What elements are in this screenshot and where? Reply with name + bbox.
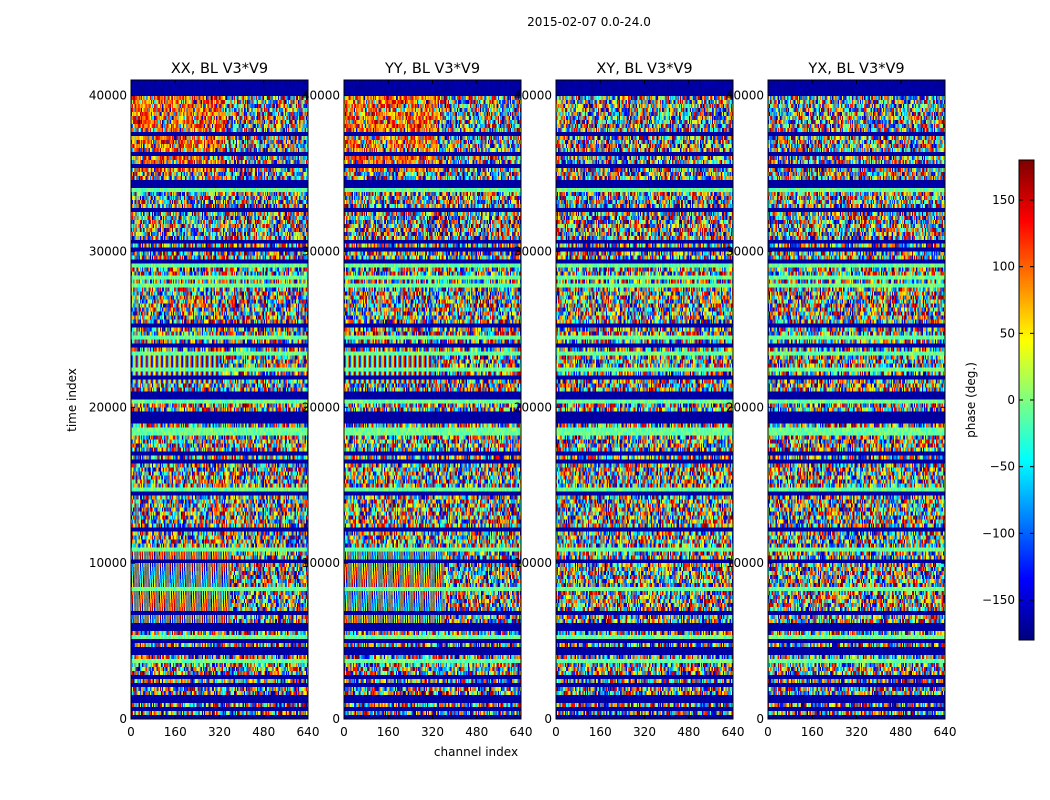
panel-title: YY, BL V3*V9	[384, 61, 480, 77]
y-tick-label: 0	[544, 712, 552, 726]
x-tick-label: 160	[801, 725, 824, 739]
y-tick-label: 20000	[514, 400, 552, 414]
panel-2: YY, BL V3*V9 0 160 320 480 640 0 10000 20000 3000…	[302, 61, 533, 739]
x-tick-label: 640	[722, 725, 745, 739]
y-tick-label: 10000	[514, 556, 552, 570]
x-tick-label: 0	[764, 725, 772, 739]
heatmap-image-2	[344, 80, 521, 719]
y-tick-label: 10000	[726, 556, 764, 570]
x-tick-label: 0	[552, 725, 560, 739]
x-tick-label: 320	[208, 725, 231, 739]
x-tick-label: 640	[297, 725, 320, 739]
x-tick-label: 640	[934, 725, 957, 739]
panel-title: XX, BL V3*V9	[171, 61, 268, 77]
y-tick-label: 30000	[726, 244, 764, 258]
x-tick-label: 640	[510, 725, 533, 739]
x-tick-label: 320	[845, 725, 868, 739]
y-axis-label: time index	[65, 368, 79, 432]
y-tick-label: 0	[332, 712, 340, 726]
y-tick-label: 10000	[302, 556, 340, 570]
panels-group: XX, BL V3*V9 0 160 320 480 640 0 10000 20000 3000…	[89, 61, 957, 739]
y-tick-label: 40000	[89, 89, 127, 103]
y-tick-label: 20000	[726, 400, 764, 414]
y-tick-label: 30000	[302, 244, 340, 258]
panel-3: XY, BL V3*V9 0 160 320 480 640 0 10000 20000 3000…	[514, 61, 745, 739]
figure-suptitle: 2015-02-07 0.0-24.0	[527, 15, 651, 29]
x-tick-label: 480	[252, 725, 275, 739]
heatmap-image-3	[556, 80, 733, 719]
colorbar-tick-label: 150	[992, 193, 1015, 207]
colorbar-tick-label: −100	[982, 526, 1015, 540]
heatmap-image-1	[131, 80, 308, 719]
colorbar-tick-label: 0	[1007, 393, 1015, 407]
x-tick-label: 160	[164, 725, 187, 739]
colorbar-label: phase (deg.)	[964, 362, 978, 438]
y-tick-label: 30000	[89, 244, 127, 258]
x-tick-label: 160	[589, 725, 612, 739]
panel-1: XX, BL V3*V9 0 160 320 480 640 0 10000 20000 3000…	[89, 61, 320, 739]
x-tick-label: 480	[889, 725, 912, 739]
colorbar: −150 −100 −50 0 50 100 150	[982, 159, 1035, 641]
x-axis-label: channel index	[434, 745, 518, 759]
y-tick-label: 30000	[514, 244, 552, 258]
x-tick-label: 320	[633, 725, 656, 739]
y-tick-label: 40000	[726, 89, 764, 103]
y-tick-label: 10000	[89, 556, 127, 570]
y-tick-label: 0	[119, 712, 127, 726]
panel-title: YX, BL V3*V9	[807, 61, 904, 77]
x-tick-label: 480	[677, 725, 700, 739]
colorbar-tick-label: 50	[1000, 326, 1015, 340]
x-tick-label: 0	[127, 725, 135, 739]
x-tick-label: 160	[377, 725, 400, 739]
heatmap-image-4	[768, 80, 945, 719]
colorbar-tick-label: 100	[992, 260, 1015, 274]
x-tick-label: 0	[340, 725, 348, 739]
colorbar-tick-label: −50	[990, 460, 1015, 474]
colorbar-tick-label: −150	[982, 593, 1015, 607]
x-tick-label: 480	[465, 725, 488, 739]
y-tick-label: 20000	[302, 400, 340, 414]
y-tick-label: 40000	[514, 89, 552, 103]
y-tick-label: 20000	[89, 400, 127, 414]
panel-title: XY, BL V3*V9	[596, 61, 692, 77]
y-tick-label: 0	[756, 712, 764, 726]
x-tick-label: 320	[421, 725, 444, 739]
y-tick-label: 40000	[302, 89, 340, 103]
panel-4: YX, BL V3*V9 0 160 320 480 640 0 10000 20000 3000…	[726, 61, 957, 739]
colorbar-gradient	[1019, 160, 1034, 640]
